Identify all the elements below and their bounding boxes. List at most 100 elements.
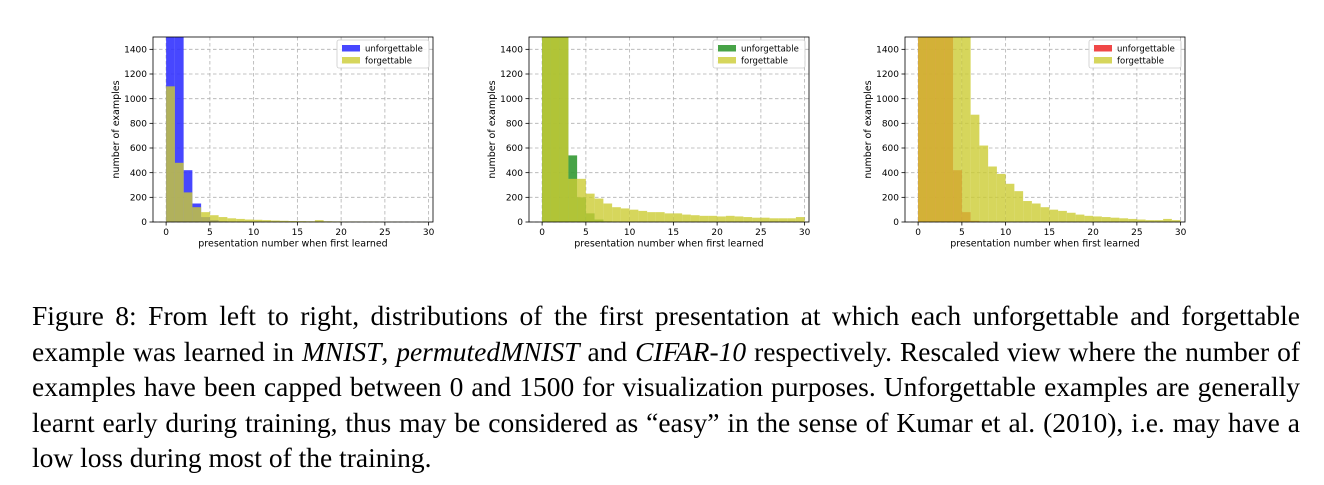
bar-forgettable [244, 219, 254, 222]
bar-forgettable [988, 166, 997, 222]
bar-forgettable [629, 209, 639, 222]
x-axis-label: presentation number when first learned [574, 239, 763, 250]
y-tick-label: 1000 [876, 95, 899, 105]
bar-forgettable [201, 212, 210, 222]
x-tick-label: 5 [207, 228, 213, 238]
legend-label-forgettable: forgettable [741, 57, 788, 67]
bar-forgettable [577, 178, 586, 222]
bar-forgettable [734, 216, 744, 222]
axes-frame [152, 36, 434, 223]
bar-forgettable [664, 213, 674, 222]
legend-swatch-forgettable [1094, 57, 1112, 64]
x-tick-label: 10 [624, 228, 636, 238]
y-tick-label: 800 [130, 120, 147, 130]
bar-forgettable [166, 86, 175, 222]
bar-forgettable [1058, 210, 1067, 222]
figure: 0 5 10 15 20 25 30 0 200 400 600 800 1000 1200 1400 pre… [111, 36, 1187, 250]
x-axis-label: presentation number when first learned [198, 239, 387, 250]
bar-forgettable [612, 207, 621, 222]
y-tick-label: 0 [893, 218, 899, 228]
bar-forgettable [760, 217, 770, 222]
bar-forgettable [717, 216, 726, 222]
bars [166, 37, 429, 222]
bar-forgettable [236, 218, 245, 222]
bar-forgettable [1031, 203, 1041, 222]
x-tick-label: 15 [668, 228, 679, 238]
bar-forgettable [778, 218, 788, 222]
bar-forgettable [769, 218, 779, 222]
legend: unforgettable forgettable [1088, 39, 1182, 69]
bar-forgettable [1110, 217, 1120, 222]
x-tick-label: 20 [335, 228, 347, 238]
bar-forgettable [550, 37, 560, 222]
bar-forgettable [288, 221, 298, 222]
caption-dataset-mnist: MNIST [301, 335, 382, 367]
x-axis-label: presentation number when first learned [950, 239, 1139, 250]
x-tick-label: 0 [163, 228, 169, 238]
bar-forgettable [1136, 219, 1146, 222]
bar-unforgettable [174, 37, 184, 222]
bar-forgettable [253, 219, 263, 222]
bar-forgettable [218, 217, 228, 222]
x-tick-label: 0 [915, 228, 921, 238]
chart-panel-2: 0 5 10 15 20 25 30 0 200 400 600 800 1000 1200 1400 pre… [487, 36, 811, 250]
x-tick-label: 5 [959, 228, 965, 238]
x-tick-label: 20 [1087, 228, 1099, 238]
bar-forgettable [227, 218, 237, 222]
legend-swatch-unforgettable [342, 45, 360, 52]
y-tick-label: 400 [882, 169, 899, 179]
bar-forgettable [1101, 217, 1111, 222]
bar-forgettable [620, 208, 630, 222]
y-tick-label: 600 [506, 144, 523, 154]
bar-forgettable [918, 37, 927, 222]
y-axis-label: number of examples [863, 80, 874, 178]
bar-forgettable [1084, 215, 1094, 222]
bar-forgettable [953, 37, 962, 222]
caption-text-2: , [381, 335, 397, 367]
x-tick-label: 0 [539, 228, 545, 238]
bar-forgettable [1145, 220, 1155, 222]
y-axis-label: number of examples [111, 80, 122, 178]
series-forgettable [542, 37, 805, 222]
bar-forgettable [647, 212, 656, 222]
x-tick-label: 20 [711, 228, 723, 238]
bar-forgettable [183, 192, 193, 222]
x-tick-label: 15 [292, 228, 303, 238]
bar-forgettable [174, 162, 184, 222]
caption-dataset-cifar10: CIFAR-10 [635, 335, 747, 367]
figure-canvas: 0 5 10 15 20 25 300200400600800100012001400pre… [111, 36, 1187, 250]
legend-label-unforgettable: unforgettable [365, 45, 423, 55]
y-tick-label: 1400 [124, 46, 147, 56]
y-tick-label: 800 [882, 120, 899, 130]
chart-panel-1: 0 5 10 15 20 25 30 0 200 400 600 800 1000 1200 1400 pre… [111, 36, 435, 250]
legend-swatch-unforgettable [1094, 45, 1112, 52]
bar-forgettable [1066, 212, 1076, 222]
legend-label-unforgettable: unforgettable [741, 45, 799, 55]
bar-forgettable [1093, 216, 1102, 222]
bar-forgettable [935, 37, 945, 222]
x-tick-label: 30 [1175, 228, 1187, 238]
y-tick-label: 600 [130, 144, 147, 154]
legend-swatch-forgettable [342, 57, 360, 64]
legend-swatch-unforgettable [718, 45, 736, 52]
bar-forgettable [1171, 220, 1181, 222]
x-tick-label: 15 [1044, 228, 1055, 238]
bar-forgettable [944, 37, 954, 222]
bar-forgettable [682, 214, 691, 222]
y-tick-label: 1400 [500, 46, 523, 56]
bar-forgettable [795, 217, 805, 222]
bar-forgettable [297, 221, 307, 222]
bar-forgettable [559, 37, 569, 222]
series-forgettable [918, 37, 1181, 222]
x-tick-label: 30 [799, 228, 811, 238]
bar-forgettable [961, 37, 971, 222]
legend-swatch-forgettable [718, 57, 736, 64]
x-tick-label: 25 [379, 228, 390, 238]
x-tick-label: 10 [248, 228, 260, 238]
bar-forgettable [279, 220, 289, 222]
y-tick-label: 0 [517, 218, 523, 228]
y-tick-label: 600 [882, 144, 899, 154]
legend: unforgettable forgettable [712, 39, 806, 69]
y-tick-label: 1200 [876, 70, 899, 80]
bar-forgettable [708, 215, 718, 222]
